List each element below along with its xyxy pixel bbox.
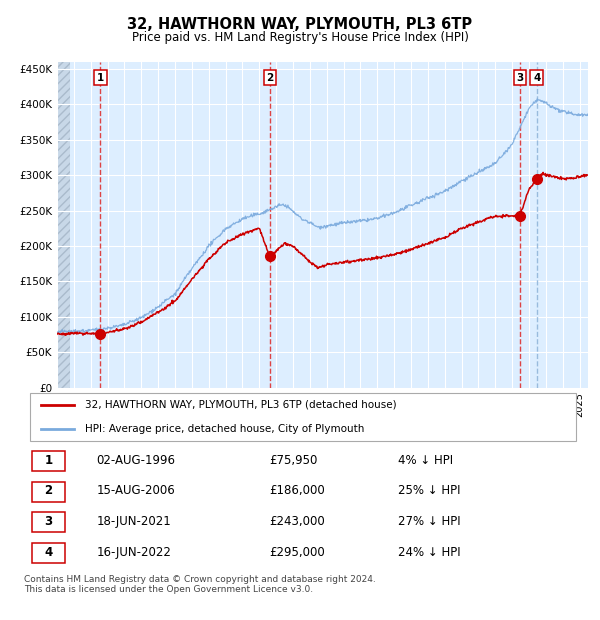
Text: £75,950: £75,950 [269, 454, 318, 467]
Text: £295,000: £295,000 [269, 546, 325, 559]
FancyBboxPatch shape [32, 512, 65, 533]
Text: 3: 3 [516, 73, 524, 82]
Text: £186,000: £186,000 [269, 484, 325, 497]
Text: 15-AUG-2006: 15-AUG-2006 [97, 484, 175, 497]
Text: HPI: Average price, detached house, City of Plymouth: HPI: Average price, detached house, City… [85, 424, 365, 434]
FancyBboxPatch shape [32, 451, 65, 471]
Text: 1: 1 [44, 454, 53, 467]
Text: £243,000: £243,000 [269, 515, 325, 528]
Text: 25% ↓ HPI: 25% ↓ HPI [398, 484, 460, 497]
Text: 32, HAWTHORN WAY, PLYMOUTH, PL3 6TP: 32, HAWTHORN WAY, PLYMOUTH, PL3 6TP [127, 17, 473, 32]
Text: 2: 2 [266, 73, 274, 82]
Text: 27% ↓ HPI: 27% ↓ HPI [398, 515, 460, 528]
Text: 4% ↓ HPI: 4% ↓ HPI [398, 454, 453, 467]
Text: 02-AUG-1996: 02-AUG-1996 [97, 454, 176, 467]
FancyBboxPatch shape [29, 392, 577, 441]
Text: 16-JUN-2022: 16-JUN-2022 [97, 546, 172, 559]
FancyBboxPatch shape [32, 482, 65, 502]
Text: 18-JUN-2021: 18-JUN-2021 [97, 515, 171, 528]
Text: 3: 3 [44, 515, 53, 528]
Text: 32, HAWTHORN WAY, PLYMOUTH, PL3 6TP (detached house): 32, HAWTHORN WAY, PLYMOUTH, PL3 6TP (det… [85, 400, 397, 410]
FancyBboxPatch shape [32, 543, 65, 563]
Bar [57, 62, 70, 388]
Bar [57, 62, 70, 388]
Text: 4: 4 [44, 546, 53, 559]
Text: 1: 1 [97, 73, 104, 82]
Text: Price paid vs. HM Land Registry's House Price Index (HPI): Price paid vs. HM Land Registry's House … [131, 31, 469, 43]
Text: 24% ↓ HPI: 24% ↓ HPI [398, 546, 460, 559]
Text: 2: 2 [44, 484, 53, 497]
Text: 4: 4 [533, 73, 541, 82]
Text: Contains HM Land Registry data © Crown copyright and database right 2024.
This d: Contains HM Land Registry data © Crown c… [24, 575, 376, 594]
